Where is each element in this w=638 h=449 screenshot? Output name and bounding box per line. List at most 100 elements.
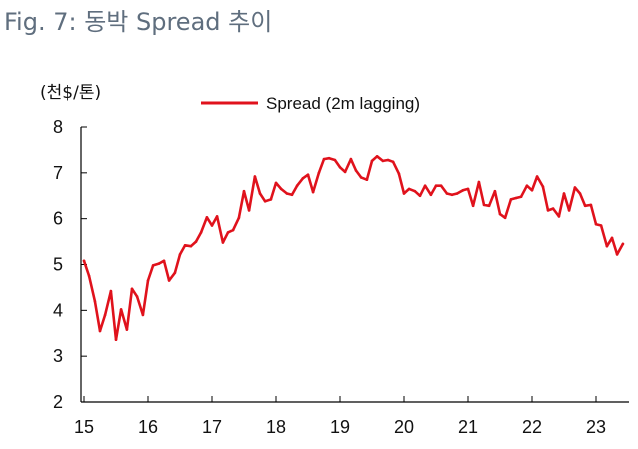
y-tick-label: 5 <box>53 255 63 275</box>
data-point <box>327 156 331 160</box>
data-point <box>125 328 129 331</box>
data-point <box>477 180 481 184</box>
x-tick-label: 17 <box>202 417 222 437</box>
data-point <box>525 184 529 187</box>
data-point <box>455 192 459 195</box>
data-point <box>285 192 289 195</box>
data-point <box>130 287 134 291</box>
data-point <box>461 189 465 192</box>
data-point <box>135 295 139 298</box>
data-point <box>509 198 513 201</box>
y-tick-label: 8 <box>53 117 63 137</box>
data-point <box>391 160 395 164</box>
data-point <box>413 189 417 193</box>
data-point <box>119 308 123 311</box>
data-point <box>482 203 486 207</box>
data-point <box>541 185 545 188</box>
data-point <box>434 184 438 187</box>
data-point <box>573 186 577 189</box>
data-point <box>215 215 219 218</box>
data-point <box>397 172 401 175</box>
data-point <box>247 209 251 212</box>
data-point <box>183 244 187 247</box>
data-point <box>370 159 374 163</box>
data-point <box>301 177 305 180</box>
data-point <box>551 207 555 210</box>
data-point <box>466 187 470 191</box>
data-point <box>93 299 97 303</box>
data-point <box>418 194 422 198</box>
data-point <box>269 198 273 201</box>
data-point <box>578 192 582 195</box>
data-point <box>87 274 91 278</box>
data-point <box>365 178 369 181</box>
data-point <box>231 228 235 232</box>
data-point <box>621 242 625 246</box>
data-point <box>429 193 433 197</box>
data-point <box>242 189 246 193</box>
data-point <box>189 244 193 248</box>
data-point <box>295 184 299 187</box>
data-point <box>194 240 198 243</box>
y-axis-unit-label: (천$/톤) <box>40 83 101 103</box>
data-point <box>567 209 571 212</box>
data-point <box>546 209 550 212</box>
data-point <box>589 203 593 207</box>
data-point <box>109 289 113 293</box>
data-point <box>317 171 321 175</box>
data-point <box>146 279 150 282</box>
data-point <box>498 212 502 216</box>
data-point <box>530 189 534 192</box>
data-point <box>514 196 518 200</box>
data-point <box>402 192 406 195</box>
data-point <box>173 271 177 275</box>
data-point <box>210 224 214 227</box>
data-point <box>359 176 363 179</box>
data-point <box>199 231 203 234</box>
data-point <box>381 159 385 163</box>
data-point <box>322 157 326 161</box>
data-point <box>178 253 182 256</box>
data-point <box>519 195 523 198</box>
data-point <box>205 216 209 219</box>
y-tick-label: 4 <box>53 300 63 320</box>
legend-label: Spread (2m lagging) <box>266 94 420 113</box>
data-point <box>338 166 342 169</box>
data-point <box>450 193 454 197</box>
data-point <box>114 338 118 342</box>
y-tick-label: 7 <box>53 163 63 183</box>
figure-title: Fig. 7: 동박 Spread 추이 <box>4 8 273 36</box>
data-point <box>439 184 443 187</box>
series-layer <box>82 155 625 342</box>
data-point <box>237 216 241 220</box>
data-point <box>311 190 315 194</box>
data-point <box>151 264 155 267</box>
x-tick-label: 15 <box>74 417 94 437</box>
series-line-0 <box>82 155 625 342</box>
data-point <box>605 244 609 248</box>
data-point <box>615 253 619 256</box>
data-point <box>535 175 539 178</box>
data-point <box>226 231 230 234</box>
data-point <box>386 158 390 162</box>
data-point <box>263 200 267 203</box>
data-point <box>253 175 257 178</box>
data-point <box>274 181 278 185</box>
y-tick-label: 6 <box>53 209 63 229</box>
data-point <box>290 193 294 197</box>
x-tick-label: 18 <box>266 417 286 437</box>
data-point <box>493 189 497 193</box>
data-point <box>162 259 166 263</box>
data-point <box>557 215 561 218</box>
data-point <box>487 204 491 208</box>
data-point <box>594 222 598 226</box>
data-point <box>423 184 427 187</box>
y-tick-label: 3 <box>53 346 63 366</box>
data-point <box>354 169 358 172</box>
x-tick-label: 16 <box>138 417 158 437</box>
x-tick-label: 23 <box>586 417 606 437</box>
data-point <box>333 158 337 162</box>
data-point <box>221 241 225 244</box>
x-axis-ticks: 15 16 17 18 19 20 21 22 23 <box>74 396 606 437</box>
data-point <box>375 155 379 158</box>
